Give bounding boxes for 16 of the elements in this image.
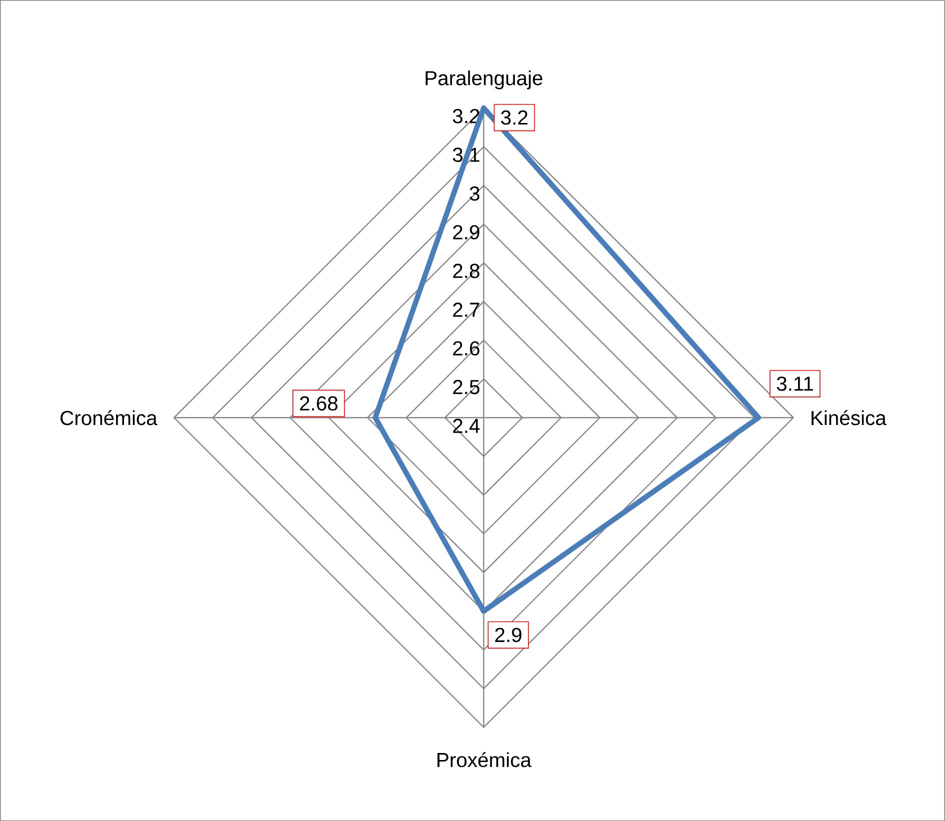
y-tick-label: 3.2: [452, 108, 480, 124]
y-tick-label: 2.6: [453, 341, 480, 356]
data-label: 2.9: [495, 628, 522, 642]
spoke-label: Paralenguaje: [426, 70, 542, 90]
data-label: 2.68: [300, 396, 338, 411]
spoke-label: Kinésica: [812, 410, 886, 426]
data-label: 3.11: [776, 376, 814, 391]
y-tick-label: 2.4: [453, 418, 480, 433]
spoke-label: Cronémica: [60, 410, 158, 426]
data-label: 3.2: [501, 110, 528, 125]
y-tick-label: 2.9: [453, 225, 480, 240]
spoke-label: Proxémica: [438, 752, 532, 768]
y-tick-label: 3: [470, 186, 480, 201]
y-tick-label: 2.5: [453, 380, 480, 394]
y-tick-label: 2.8: [453, 264, 480, 278]
y-tick-label: 2.7: [453, 302, 480, 317]
